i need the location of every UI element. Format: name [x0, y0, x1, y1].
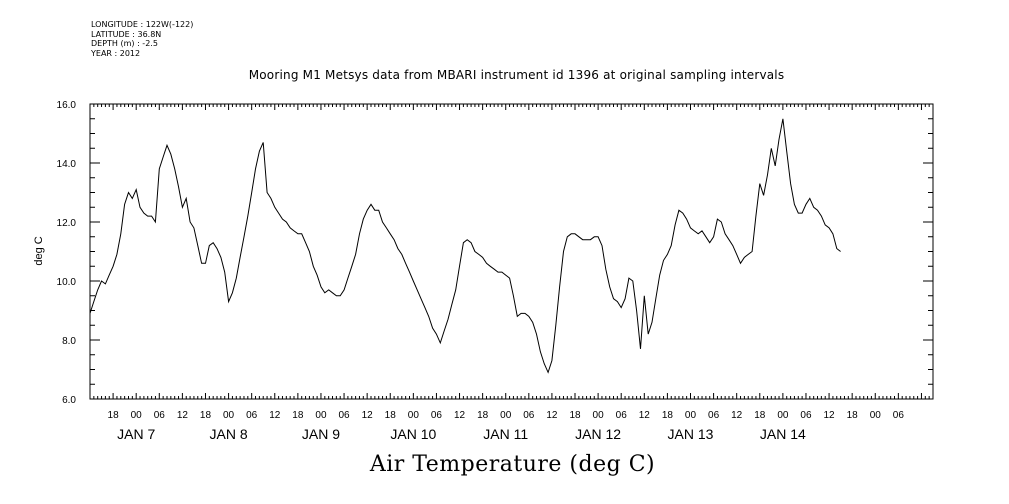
x-hour-label: 06 — [616, 410, 628, 421]
x-hour-label: 18 — [385, 410, 397, 421]
x-hour-label: 18 — [200, 410, 212, 421]
x-hour-label: 00 — [685, 410, 697, 421]
x-day-label: JAN 10 — [390, 426, 436, 442]
plot-frame — [89, 103, 934, 400]
x-day-label: JAN 14 — [760, 426, 806, 442]
x-axis-label: Air Temperature (deg C) — [369, 452, 656, 477]
x-hour-label: 06 — [338, 410, 350, 421]
x-hour-label: 18 — [847, 410, 859, 421]
x-hour-label: 12 — [639, 410, 651, 421]
x-hour-label: 00 — [408, 410, 420, 421]
longitude-label: LONGITUDE : 122W(-122) — [91, 20, 194, 29]
x-hour-label: 00 — [315, 410, 327, 421]
x-day-label: JAN 13 — [668, 426, 714, 442]
y-tick-label: 12.0 — [57, 218, 77, 229]
x-hour-label: 12 — [731, 410, 743, 421]
x-hour-label: 12 — [454, 410, 466, 421]
x-hour-label: 06 — [708, 410, 720, 421]
depth-label: DEPTH (m) : -2.5 — [91, 39, 158, 48]
x-hour-label: 12 — [269, 410, 281, 421]
y-tick-label: 14.0 — [57, 159, 77, 170]
x-hour-label: 18 — [662, 410, 674, 421]
x-hour-label: 18 — [108, 410, 120, 421]
x-day-label: JAN 12 — [575, 426, 621, 442]
latitude-label: LATITUDE : 36.8N — [91, 29, 162, 39]
x-hour-label: 18 — [477, 410, 489, 421]
x-day-label: JAN 8 — [210, 426, 248, 442]
x-hour-label: 12 — [362, 410, 374, 421]
x-hour-label: 00 — [131, 410, 143, 421]
x-hour-label: 06 — [154, 410, 166, 421]
x-hour-label: 06 — [523, 410, 535, 421]
y-tick-label: 10.0 — [57, 277, 77, 288]
year-label: YEAR : 2012 — [91, 48, 141, 58]
x-day-label: JAN 11 — [483, 426, 528, 442]
x-hour-label: 18 — [292, 410, 304, 421]
x-day-label: JAN 9 — [302, 426, 340, 442]
air-temperature-line — [89, 118, 841, 374]
y-tick-label: 16.0 — [57, 100, 77, 111]
x-hour-label: 06 — [800, 410, 812, 421]
x-hour-label: 06 — [246, 410, 258, 421]
y-tick-label: 6.0 — [62, 395, 76, 406]
x-hour-label: 18 — [569, 410, 581, 421]
x-hour-label: 12 — [177, 410, 189, 421]
x-hour-label: 18 — [754, 410, 766, 421]
x-hour-label: 00 — [870, 410, 882, 421]
y-axis-label: deg C — [33, 236, 45, 265]
x-hour-label: 12 — [546, 410, 558, 421]
x-hour-label: 00 — [500, 410, 512, 421]
chart-title: Mooring M1 Metsys data from MBARI instru… — [248, 68, 785, 82]
x-hour-label: 06 — [431, 410, 443, 421]
x-day-label: JAN 7 — [117, 426, 155, 442]
x-hour-label: 00 — [593, 410, 605, 421]
x-hour-label: 00 — [777, 410, 789, 421]
location-metadata: LONGITUDE : 122W(-122) LATITUDE : 36.8N … — [91, 20, 193, 58]
y-tick-label: 8.0 — [62, 336, 76, 347]
x-hour-label: 06 — [893, 410, 905, 421]
x-hour-label: 00 — [223, 410, 235, 421]
x-hour-label: 12 — [824, 410, 836, 421]
